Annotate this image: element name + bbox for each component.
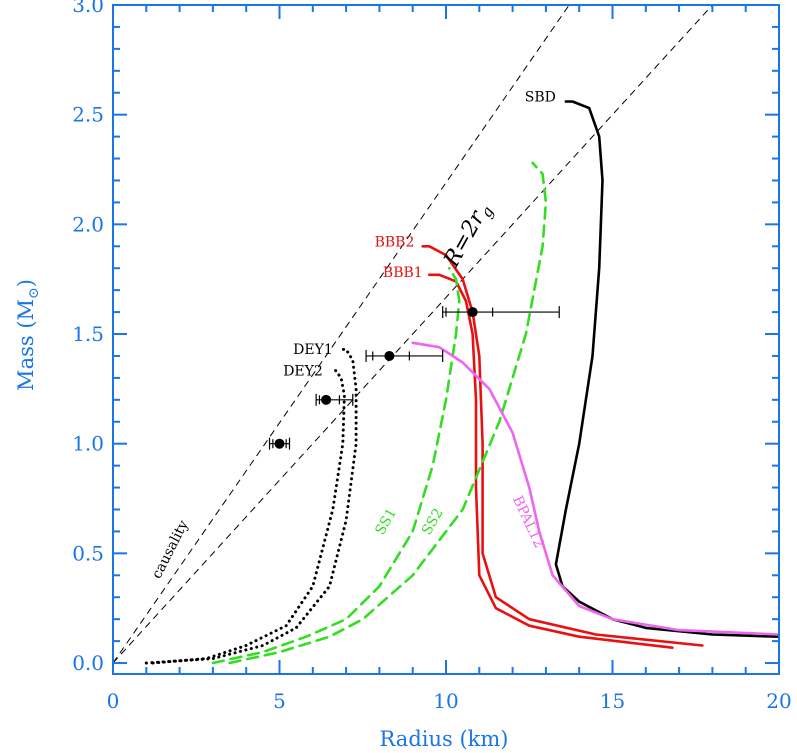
y-tick-label: 1.5 — [72, 322, 104, 346]
series-line-bpal12 — [411, 341, 779, 636]
y-tick-label: 2.5 — [72, 103, 104, 127]
x-axis-title: Radius (km) — [380, 727, 509, 751]
annotations-group: SBD BBB2 BBB1 DEY1 DEY2 BPAL12 SS1 SS2 causality… — [149, 90, 556, 582]
series-line-sbd — [554, 100, 779, 638]
y-tick-label: 1.0 — [72, 432, 104, 456]
x-tick-label: 5 — [273, 689, 286, 713]
y-tick-label: 0.0 — [72, 651, 104, 675]
series-line-bbb2 — [421, 245, 704, 647]
label-bpal12: BPAL12 — [509, 493, 547, 550]
label-ss1: SS1 — [372, 506, 400, 538]
error-points-group — [268, 306, 560, 450]
x-tick-label: 0 — [107, 689, 120, 713]
series-line-bbb1 — [428, 273, 674, 649]
label-dey1: DEY1 — [293, 342, 333, 358]
y-tick-label: 3.0 — [72, 0, 104, 17]
label-r-2rg: R=2rg — [439, 199, 497, 274]
label-ss2: SS2 — [419, 506, 447, 538]
series-line-dey1 — [144, 347, 358, 665]
data-point-2 — [384, 350, 395, 361]
y-axis-title: Mass (M⊙) — [14, 279, 42, 391]
reference-lines — [113, 5, 713, 664]
y-axis-title-main: Mass (M — [14, 299, 38, 391]
series-line-ss2 — [228, 161, 548, 665]
y-tick-label: 2.0 — [72, 212, 104, 236]
series-line-dey2 — [151, 365, 346, 665]
series-group — [144, 100, 779, 665]
label-bbb1: BBB1 — [383, 265, 423, 281]
label-sbd: SBD — [525, 90, 556, 106]
data-point-1 — [321, 394, 332, 405]
x-tick-label: 15 — [600, 689, 625, 713]
series-line-ss1 — [211, 266, 461, 665]
label-causality: causality — [149, 518, 192, 582]
y-axis-title-close: ) — [14, 279, 38, 287]
axes-group: 0 5 10 15 20 0.0 0.5 1.0 1.5 2.0 2.5 3.0 — [72, 0, 792, 713]
plot-frame — [112, 4, 780, 675]
reference-line-causality — [113, 5, 570, 664]
x-tick-label: 20 — [766, 689, 791, 713]
data-point-0 — [274, 438, 285, 449]
label-bbb2: BBB2 — [375, 234, 415, 250]
label-dey2: DEY2 — [283, 364, 323, 380]
data-point-3 — [467, 307, 478, 318]
x-tick-label: 10 — [433, 689, 458, 713]
reference-line-rg — [113, 5, 713, 664]
y-axis-title-sub: ⊙ — [26, 287, 42, 299]
y-tick-label: 0.5 — [72, 541, 104, 565]
